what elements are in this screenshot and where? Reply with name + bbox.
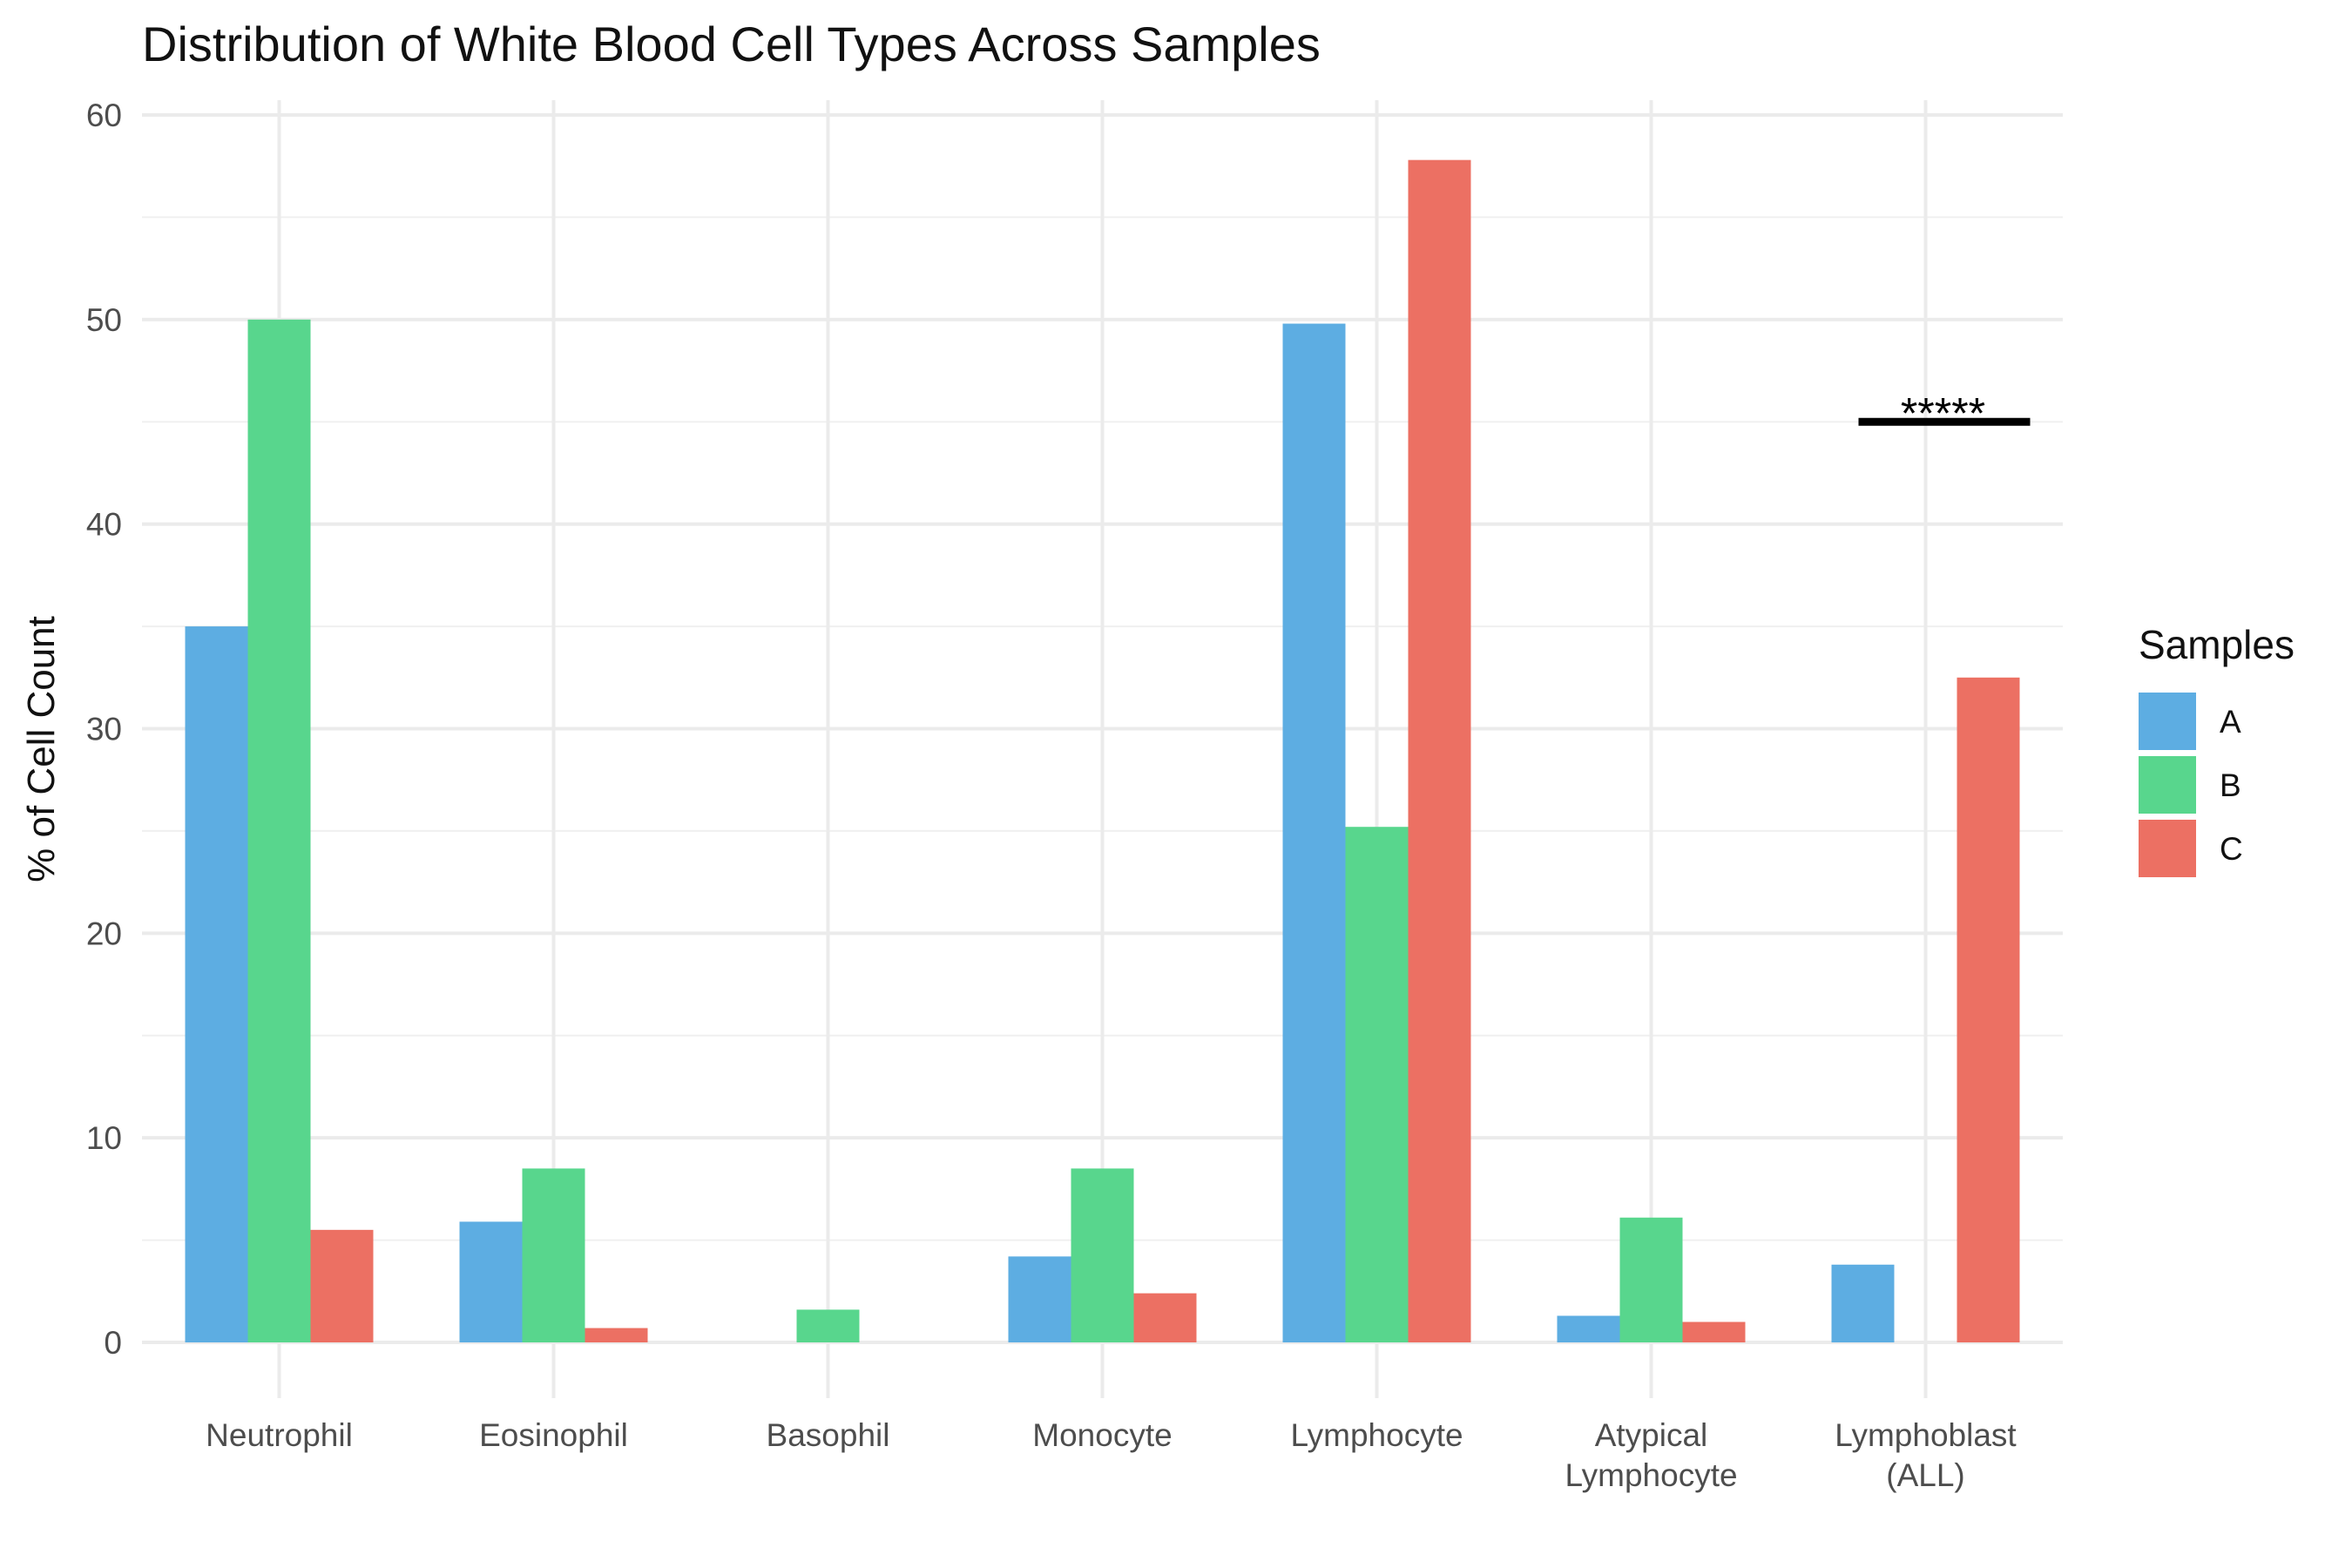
legend-label-A: A (2220, 704, 2241, 740)
bar-A-4 (1282, 323, 1346, 1342)
bars (185, 159, 2020, 1342)
bar-A-3 (1008, 1256, 1071, 1342)
legend-title: Samples (2139, 622, 2295, 667)
legend: Samples ABC (2139, 622, 2295, 877)
y-tick-label: 40 (86, 507, 122, 543)
x-tick-label: Atypical Lymphocyte (1565, 1417, 1737, 1493)
significance-annotation: ***** (1858, 389, 2031, 437)
bar-C-5 (1682, 1321, 1746, 1342)
bar-C-0 (310, 1229, 374, 1342)
legend-label-C: C (2220, 831, 2243, 867)
bar-B-5 (1619, 1217, 1683, 1342)
y-tick-label: 30 (86, 712, 122, 747)
bar-A-5 (1557, 1315, 1620, 1342)
x-tick-label: Lymphoblast (ALL) (1835, 1417, 2017, 1493)
bar-B-4 (1345, 827, 1409, 1342)
legend-key-B (2139, 756, 2196, 814)
y-tick-label: 10 (86, 1120, 122, 1156)
legend-label-B: B (2220, 767, 2241, 803)
bar-A-0 (185, 626, 248, 1342)
legend-key-A (2139, 693, 2196, 750)
bar-C-4 (1408, 159, 1471, 1342)
bar-C-6 (1957, 677, 2020, 1342)
bar-C-1 (585, 1328, 648, 1342)
x-tick-label: Neutrophil (206, 1417, 353, 1453)
bar-A-6 (1831, 1264, 1895, 1342)
y-axis-ticks: 0 10 20 30 40 50 60 (86, 98, 122, 1361)
y-axis-title: % of Cell Count (20, 616, 63, 882)
bar-A-1 (459, 1221, 523, 1342)
y-tick-label: 50 (86, 302, 122, 338)
y-tick-label: 60 (86, 98, 122, 133)
y-tick-label: 0 (104, 1325, 122, 1361)
legend-key-C (2139, 820, 2196, 877)
x-axis-ticks: Neutrophil Eosinophil Basophil Monocyte Lymp… (206, 1417, 2017, 1493)
bar-B-1 (522, 1168, 585, 1342)
x-tick-label: Lymphocyte (1290, 1417, 1463, 1453)
bar-B-0 (247, 319, 311, 1342)
bar-B-2 (796, 1309, 860, 1342)
bar-B-3 (1071, 1168, 1134, 1342)
x-tick-label: Monocyte (1032, 1417, 1172, 1453)
bar-C-3 (1133, 1293, 1197, 1342)
significance-stars: ***** (1901, 389, 1985, 437)
x-tick-label: Eosinophil (479, 1417, 628, 1453)
chart-title: Distribution of White Blood Cell Types A… (142, 17, 1321, 71)
y-tick-label: 20 (86, 916, 122, 951)
x-tick-label: Basophil (767, 1417, 890, 1453)
